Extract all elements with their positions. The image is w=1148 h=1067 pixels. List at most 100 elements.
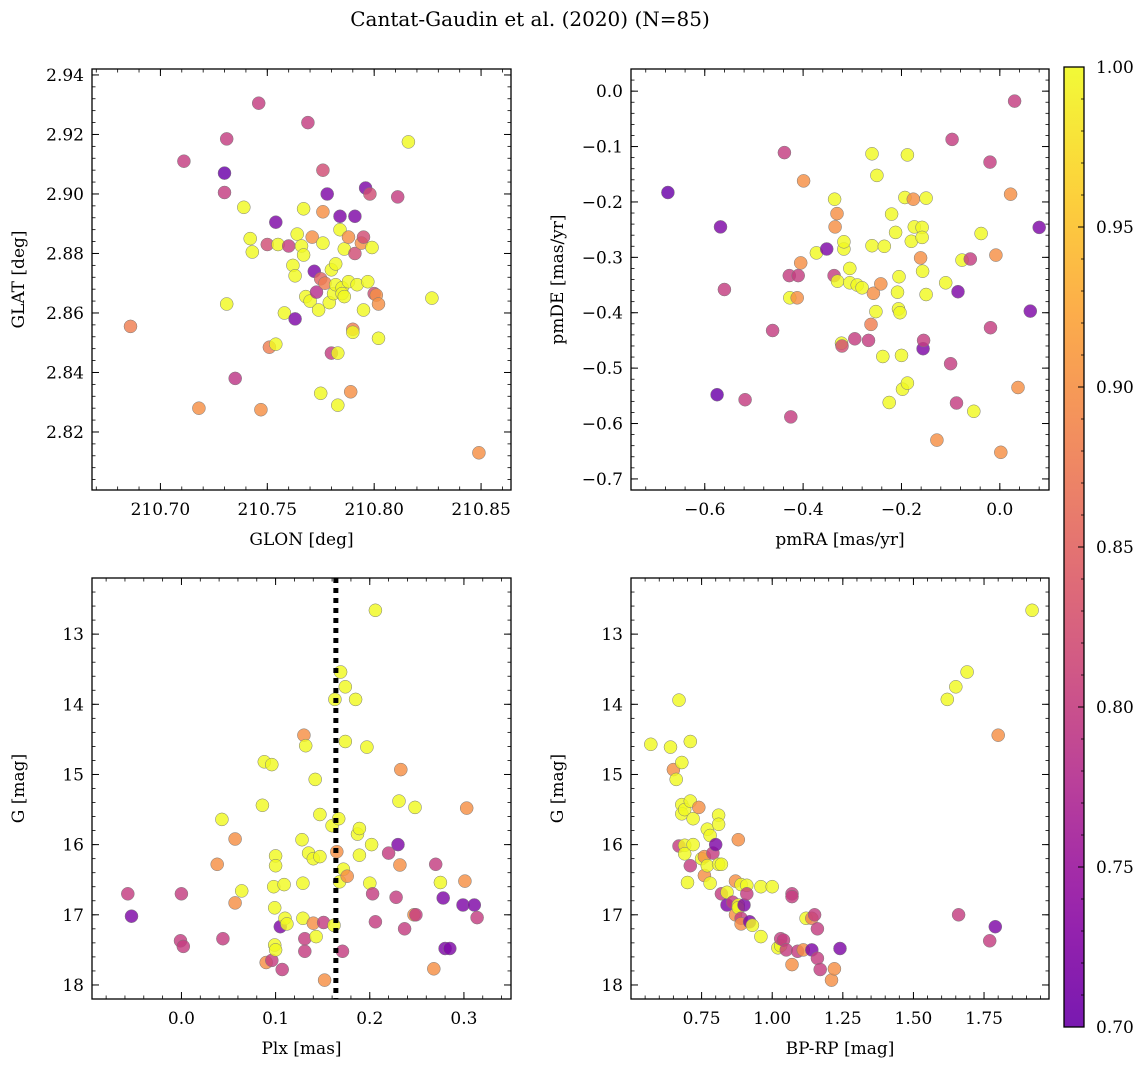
x-tick-label: 1.00 — [753, 1009, 791, 1029]
scatter-point — [352, 848, 367, 862]
scatter-point — [288, 269, 302, 283]
y-tick-label: 15 — [62, 765, 84, 785]
scatter-point — [1011, 380, 1025, 395]
y-tick-label: −0.6 — [582, 415, 623, 435]
scatter-point — [866, 286, 881, 301]
scatter-point — [827, 962, 842, 976]
scatter-point — [864, 317, 878, 332]
scatter-point — [356, 303, 371, 317]
scatter-point — [1025, 603, 1039, 618]
scatter-point — [843, 261, 857, 276]
y-tick-label: −0.7 — [582, 470, 623, 490]
colorbar-gradient — [1064, 67, 1084, 1027]
scatter-point — [309, 929, 323, 944]
scatter-points — [661, 94, 1046, 460]
scatter-point — [467, 898, 482, 912]
scatter-point — [870, 168, 884, 183]
scatter-point — [217, 166, 232, 180]
scatter-point — [346, 325, 360, 340]
scatter-point — [949, 396, 964, 410]
scatter-point — [861, 333, 876, 348]
scatter-point — [368, 915, 383, 929]
scatter-point — [710, 387, 724, 402]
scatter-point — [245, 245, 260, 259]
scatter-point — [295, 832, 309, 847]
scatter-point — [215, 812, 229, 827]
scatter-point — [298, 944, 312, 959]
axes-frame — [91, 68, 512, 491]
scatter-point — [686, 811, 700, 826]
scatter-point — [683, 734, 698, 749]
scatter-point — [316, 205, 330, 219]
scatter-point — [243, 231, 257, 246]
scatter-point — [436, 891, 450, 905]
scatter-point — [391, 837, 405, 852]
scatter-point — [308, 772, 322, 787]
y-tick-label: 2.82 — [46, 423, 84, 443]
scatter-point — [810, 922, 825, 936]
scatter-point — [906, 192, 921, 206]
colorbar-tick-label: 0.80 — [1096, 698, 1134, 718]
scatter-point — [813, 962, 827, 977]
scatter-point — [409, 908, 423, 922]
scatter-point — [381, 846, 396, 860]
scatter-point — [265, 757, 279, 772]
y-tick-label: 15 — [601, 765, 623, 785]
scatter-point — [228, 371, 242, 386]
scatter-point — [267, 901, 282, 915]
y-tick-label: 14 — [62, 695, 84, 715]
scatter-point — [745, 918, 760, 933]
scatter-point — [951, 908, 966, 922]
scatter-point — [833, 941, 847, 956]
y-axis-label: G [mag] — [9, 754, 29, 823]
scatter-point — [900, 376, 915, 390]
scatter-point — [251, 96, 266, 110]
scatter-point — [754, 929, 768, 944]
scatter-point — [713, 220, 728, 234]
scatter-point — [994, 445, 1008, 460]
scatter-point — [915, 264, 930, 278]
scatter-point — [472, 446, 486, 460]
scatter-point — [708, 837, 723, 852]
scatter-point — [960, 665, 974, 679]
scatter-point — [333, 209, 347, 224]
scatter-point — [982, 934, 997, 948]
scatter-point — [700, 858, 715, 873]
scatter-point — [967, 404, 981, 419]
scatter-point — [296, 202, 311, 216]
scatter-point — [348, 209, 362, 224]
scatter-point — [268, 943, 283, 957]
scatter-point — [765, 323, 780, 338]
scatter-point — [296, 876, 310, 890]
scatter-point — [365, 240, 379, 255]
scatter-point — [828, 220, 842, 234]
scatter-point — [298, 738, 313, 753]
y-tick-label: 16 — [601, 836, 623, 856]
y-tick-label: −0.1 — [582, 138, 623, 158]
scatter-point — [983, 320, 998, 335]
y-tick-label: 2.92 — [46, 125, 84, 145]
scatter-point — [394, 762, 408, 777]
scatter-point — [371, 297, 386, 311]
scatter-point — [884, 207, 899, 221]
colorbar-tick-label: 0.95 — [1096, 218, 1134, 238]
scatter-point — [365, 887, 380, 901]
scatter-point — [210, 857, 224, 872]
scatter-point — [348, 246, 362, 261]
scatter-point — [268, 858, 283, 873]
scatter-point — [269, 337, 283, 351]
scatter-point — [869, 304, 883, 319]
scatter-point — [692, 800, 706, 815]
scatter-point — [677, 847, 692, 861]
scatter-point — [311, 303, 326, 317]
scatter-point — [338, 680, 353, 694]
scatter-point — [943, 356, 958, 371]
scatter-point — [938, 276, 953, 290]
scatter-point — [876, 349, 890, 364]
scatter-point — [830, 274, 845, 288]
scatter-point — [331, 346, 345, 360]
scatter-point — [669, 772, 683, 787]
scatter-point — [433, 875, 448, 890]
y-tick-label: −0.4 — [582, 304, 623, 324]
